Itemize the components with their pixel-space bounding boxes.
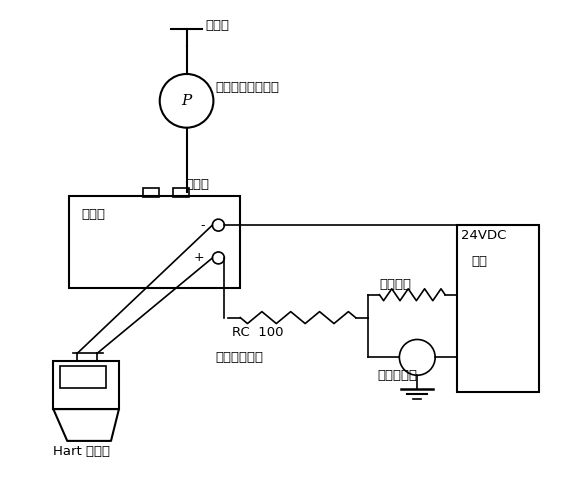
Text: 数字电压表: 数字电压表 (378, 369, 417, 382)
Text: +: + (194, 251, 204, 264)
Text: 负载电阻: 负载电阻 (379, 278, 412, 291)
Text: 高精度数字压力表: 高精度数字压力表 (215, 81, 280, 94)
Bar (173, 188, 188, 197)
Text: Hart 通讯器: Hart 通讯器 (53, 445, 110, 458)
Text: 压力源: 压力源 (205, 19, 230, 32)
Text: 24VDC: 24VDC (461, 229, 506, 242)
Bar (143, 188, 159, 197)
Bar (53, 361, 119, 409)
Text: 电源: 电源 (471, 255, 487, 268)
Text: 负载调节电阻: 负载调节电阻 (215, 352, 263, 364)
Text: -: - (200, 218, 204, 232)
Text: RC  100: RC 100 (232, 325, 284, 339)
Text: P: P (181, 94, 192, 108)
Bar (60, 366, 106, 388)
Text: 高压侧: 高压侧 (185, 178, 210, 191)
Bar (69, 196, 241, 288)
Bar (457, 225, 538, 392)
Text: 变送器: 变送器 (81, 208, 105, 221)
